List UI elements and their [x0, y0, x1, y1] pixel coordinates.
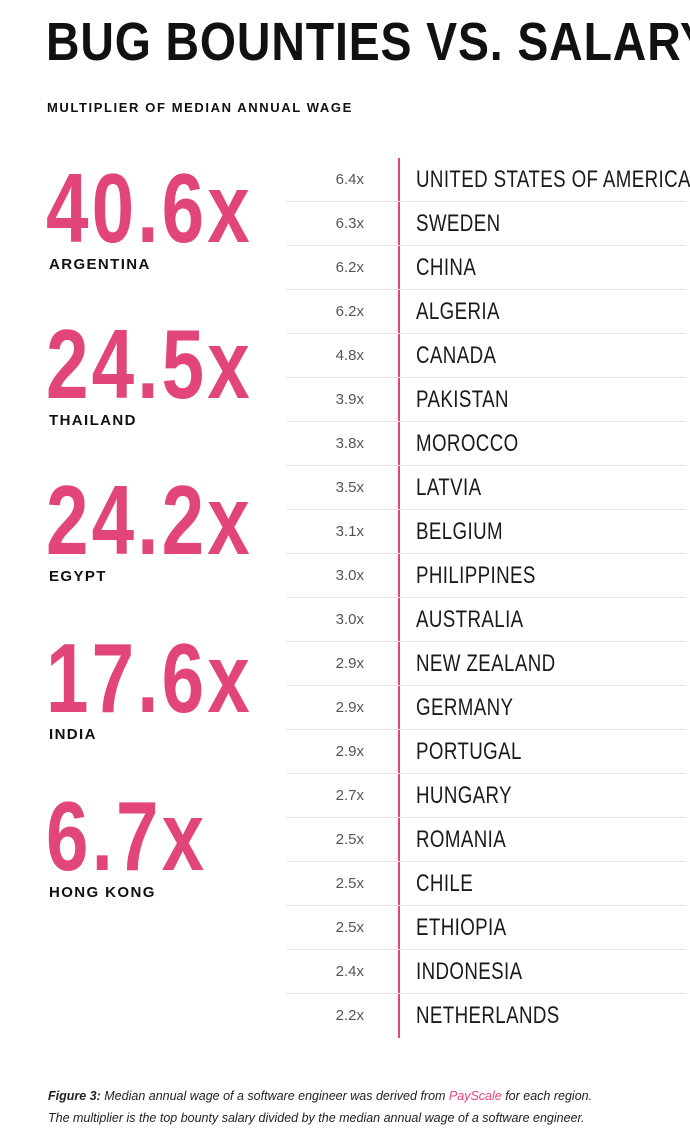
caption-line1-after: for each region. — [501, 1089, 593, 1103]
row-multiplier: 2.9x — [335, 699, 364, 716]
row-country: NEW ZEALAND — [416, 650, 556, 677]
highlight-country: HONG KONG — [49, 884, 156, 901]
highlight-country: INDIA — [49, 726, 97, 743]
row-multiplier: 2.5x — [335, 831, 364, 848]
caption-line2: The multiplier is the top bounty salary … — [48, 1111, 585, 1125]
list-row: 2.9x GERMANY — [286, 686, 686, 730]
list-row: 3.9x PAKISTAN — [286, 378, 686, 422]
list-row: 6.3x SWEDEN — [286, 202, 686, 246]
row-multiplier: 3.9x — [335, 391, 364, 408]
vertical-divider — [398, 158, 400, 1038]
list-row: 3.0x PHILIPPINES — [286, 554, 686, 598]
row-country: ROMANIA — [416, 826, 507, 853]
list-row: 3.1x BELGIUM — [286, 510, 686, 554]
row-country: CANADA — [416, 342, 497, 369]
row-country: INDONESIA — [416, 958, 523, 985]
multiplier-list: 6.4x UNITED STATES OF AMERICA 6.3x SWEDEN 6.… — [286, 158, 690, 1037]
row-country: PAKISTAN — [416, 386, 509, 413]
row-multiplier: 2.5x — [335, 875, 364, 892]
row-country: GERMANY — [416, 694, 514, 721]
row-multiplier: 4.8x — [335, 347, 364, 364]
row-country: ETHIOPIA — [416, 914, 507, 941]
highlight-country: THAILAND — [49, 412, 137, 429]
row-country: PHILIPPINES — [416, 562, 536, 589]
list-row: 6.2x ALGERIA — [286, 290, 686, 334]
row-country: CHINA — [416, 254, 477, 281]
row-multiplier: 6.3x — [335, 215, 364, 232]
list-row: 2.4x INDONESIA — [286, 950, 686, 994]
highlight-item: 24.2x EGYPT — [46, 465, 286, 585]
list-row: 2.5x CHILE — [286, 862, 686, 906]
list-row: 3.8x MOROCCO — [286, 422, 686, 466]
list-row: 4.8x CANADA — [286, 334, 686, 378]
highlight-value: 40.6x — [46, 153, 253, 263]
row-country: HUNGARY — [416, 782, 513, 809]
row-multiplier: 3.1x — [335, 523, 364, 540]
highlight-value: 17.6x — [46, 623, 253, 733]
row-multiplier: 2.9x — [335, 655, 364, 672]
highlight-value: 6.7x — [46, 781, 208, 891]
highlight-country: ARGENTINA — [49, 256, 151, 273]
row-multiplier: 2.5x — [335, 919, 364, 936]
figure-caption: Figure 3: Median annual wage of a softwa… — [48, 1085, 688, 1129]
row-multiplier: 6.2x — [335, 303, 364, 320]
row-multiplier: 3.5x — [335, 479, 364, 496]
row-multiplier: 3.0x — [335, 611, 364, 628]
row-multiplier: 3.0x — [335, 567, 364, 584]
row-multiplier: 2.2x — [335, 1007, 364, 1024]
row-multiplier: 2.4x — [335, 963, 364, 980]
highlight-item: 24.5x THAILAND — [46, 309, 286, 429]
highlight-item: 40.6x ARGENTINA — [46, 153, 286, 273]
list-row: 2.9x NEW ZEALAND — [286, 642, 686, 686]
list-row: 2.9x PORTUGAL — [286, 730, 686, 774]
highlight-country: EGYPT — [49, 568, 107, 585]
highlight-value: 24.2x — [46, 465, 253, 575]
row-country: LATVIA — [416, 474, 482, 501]
row-country: BELGIUM — [416, 518, 503, 545]
row-country: ALGERIA — [416, 298, 500, 325]
row-multiplier: 2.7x — [335, 787, 364, 804]
list-row: 3.0x AUSTRALIA — [286, 598, 686, 642]
list-row: 6.4x UNITED STATES OF AMERICA — [286, 158, 690, 202]
highlight-item: 17.6x INDIA — [46, 623, 286, 743]
row-multiplier: 6.4x — [335, 171, 364, 188]
list-row: 2.2x NETHERLANDS — [286, 994, 686, 1037]
list-row: 2.5x ROMANIA — [286, 818, 686, 862]
highlight-value: 24.5x — [46, 309, 253, 419]
row-multiplier: 6.2x — [335, 259, 364, 276]
row-country: CHILE — [416, 870, 474, 897]
row-multiplier: 2.9x — [335, 743, 364, 760]
chart-title: BUG BOUNTIES VS. SALARY — [46, 12, 690, 72]
row-country: MOROCCO — [416, 430, 519, 457]
row-country: UNITED STATES OF AMERICA — [416, 166, 690, 193]
row-country: SWEDEN — [416, 210, 501, 237]
row-country: PORTUGAL — [416, 738, 522, 765]
row-multiplier: 3.8x — [335, 435, 364, 452]
payscale-link[interactable]: PayScale — [448, 1089, 502, 1103]
row-country: NETHERLANDS — [416, 1002, 560, 1029]
list-row: 2.5x ETHIOPIA — [286, 906, 686, 950]
list-row: 2.7x HUNGARY — [286, 774, 686, 818]
list-row: 6.2x CHINA — [286, 246, 686, 290]
caption-line1-before: Median annual wage of a software enginee… — [100, 1089, 449, 1103]
chart-subtitle: MULTIPLIER OF MEDIAN ANNUAL WAGE — [47, 100, 353, 115]
row-country: AUSTRALIA — [416, 606, 524, 633]
caption-label: Figure 3: — [48, 1089, 101, 1103]
highlight-item: 6.7x HONG KONG — [46, 781, 286, 901]
list-row: 3.5x LATVIA — [286, 466, 686, 510]
